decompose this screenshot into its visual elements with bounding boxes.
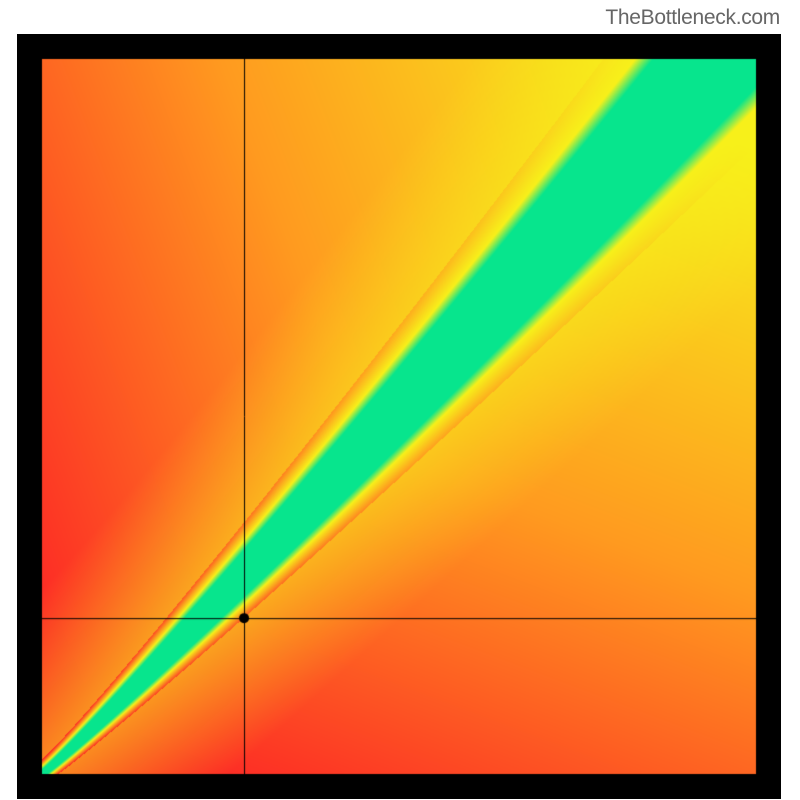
attribution-text: TheBottleneck.com: [605, 6, 780, 30]
chart-frame: [17, 34, 781, 799]
heatmap-canvas: [17, 34, 781, 799]
root-container: TheBottleneck.com: [0, 0, 800, 800]
